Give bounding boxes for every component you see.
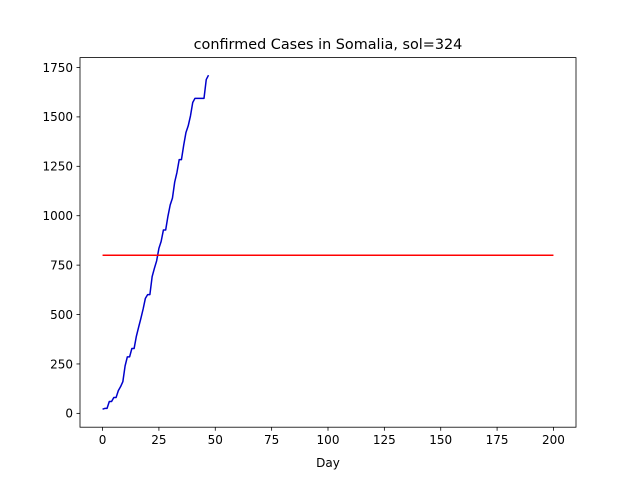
- plot-area: [80, 57, 576, 428]
- x-axis-label: Day: [316, 456, 340, 470]
- x-tick-label: 25: [151, 433, 166, 447]
- y-tick-label: 750: [50, 258, 73, 272]
- series-layer: [102, 74, 554, 410]
- x-tick-label: 50: [208, 433, 223, 447]
- x-tick-label: 175: [486, 433, 509, 447]
- x-tick-label: 200: [542, 433, 565, 447]
- x-tick-label: 100: [317, 433, 340, 447]
- x-tick-label: 75: [264, 433, 279, 447]
- x-tick-label: 0: [99, 433, 107, 447]
- y-tick-label: 0: [65, 407, 73, 421]
- y-tick-label: 1000: [42, 209, 73, 223]
- y-tick-label: 1750: [42, 61, 73, 75]
- axes-layer: 0 25 50 75 100 125 150 175 200 0 250 500 750 1000 1250…: [42, 57, 577, 447]
- series-line-0: [102, 74, 210, 410]
- x-tick-label: 125: [373, 433, 396, 447]
- y-tick-label: 500: [50, 308, 73, 322]
- x-tick-label: 150: [429, 433, 452, 447]
- y-tick-label: 1250: [42, 160, 73, 174]
- y-tick-label: 1500: [42, 110, 73, 124]
- y-tick-label: 250: [50, 357, 73, 371]
- chart-title: confirmed Cases in Somalia, sol=324: [194, 37, 463, 53]
